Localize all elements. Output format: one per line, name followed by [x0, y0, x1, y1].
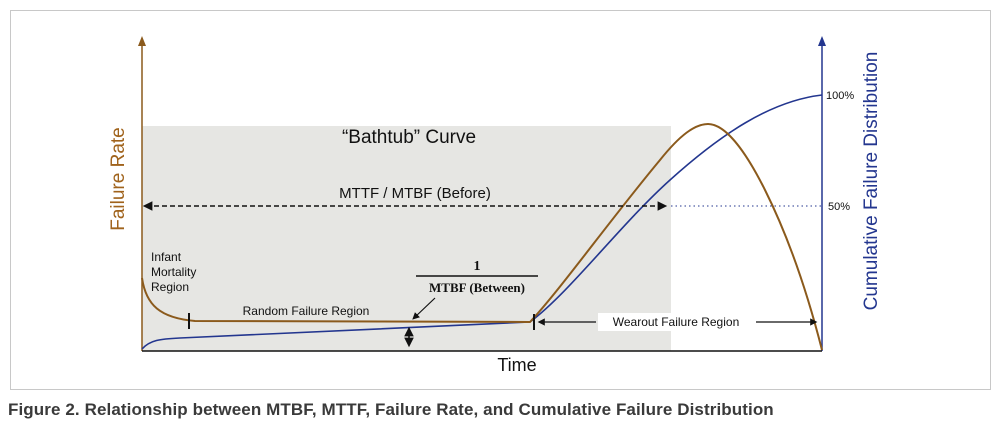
wearout-region-label: Wearout Failure Region [613, 315, 740, 329]
right-y-axis-label: Cumulative Failure Distribution [861, 52, 882, 311]
bathtub-shaded-region [142, 126, 671, 351]
random-region-label: Random Failure Region [243, 304, 370, 318]
fraction-numerator: 1 [474, 259, 481, 274]
mttf-label: MTTF / MTBF (Before) [339, 185, 491, 202]
bathtub-diagram: “Bathtub” Curve MTTF / MTBF (Before) 1 M… [108, 36, 882, 375]
right-y-axis-arrow [818, 36, 826, 46]
chart-title: “Bathtub” Curve [342, 127, 476, 148]
failure-rate-curve [141, 122, 823, 351]
cumulative-failure-curve [141, 94, 823, 350]
fraction-denominator: MTBF (Between) [429, 280, 525, 295]
tick-100-percent: 100% [826, 90, 854, 102]
fraction-pointer [412, 297, 436, 320]
x-axis-label: Time [497, 355, 536, 375]
left-y-axis-arrow [138, 36, 146, 46]
infant-region-line3: Region [151, 280, 189, 294]
tick-50-percent: 50% [828, 201, 850, 213]
infant-region-line1: Infant [151, 250, 182, 264]
infant-region-line2: Mortality [151, 265, 196, 279]
left-y-axis-label: Failure Rate [108, 127, 129, 231]
figure-caption: Figure 2. Relationship between MTBF, MTT… [8, 400, 774, 419]
wearout-label-bg [598, 313, 754, 331]
